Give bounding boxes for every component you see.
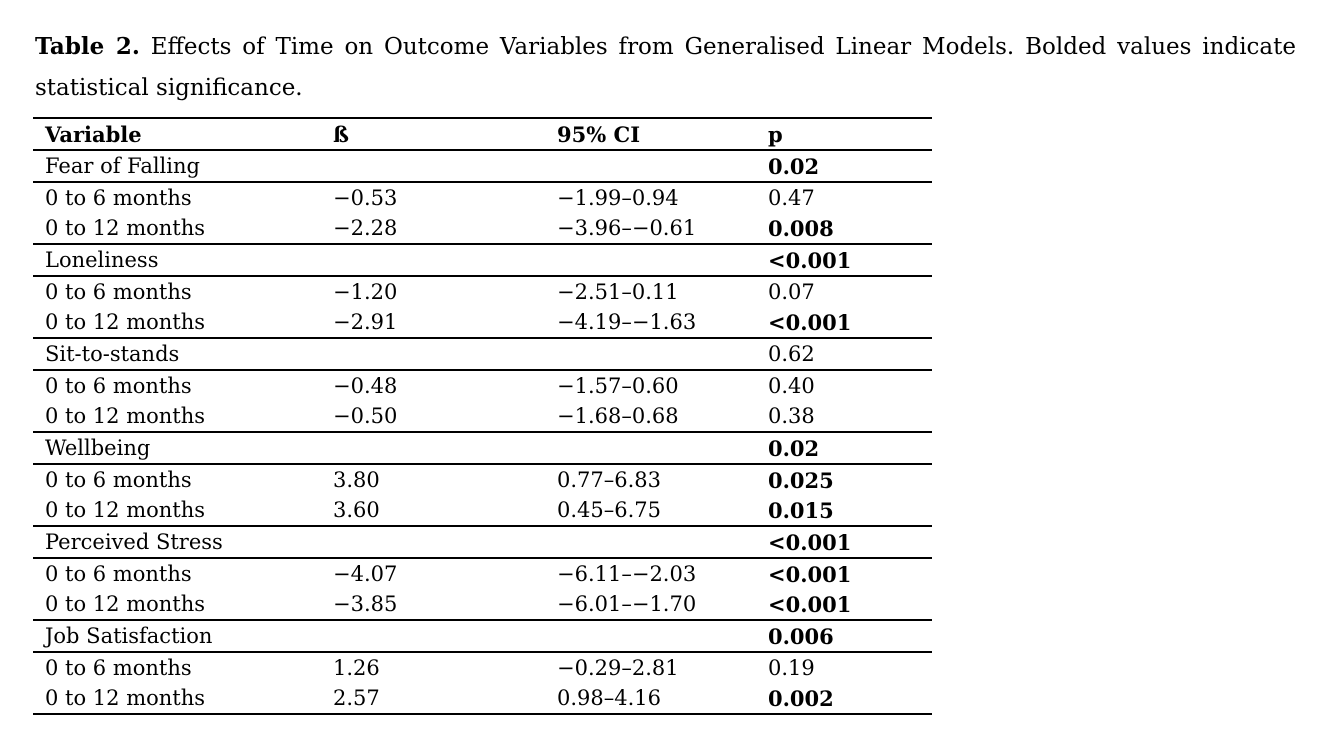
p-value-cell: <0.001 [768,591,852,617]
variable-cell: 0 to 6 months [45,280,192,304]
outcomes-table: Variable ß 95% CI p Fear of Falling 0.02… [33,117,932,715]
beta-cell: −0.50 [333,404,398,428]
p-value-cell: 0.07 [768,280,815,304]
p-value-cell: 0.19 [768,656,815,680]
variable-cell: 0 to 12 months [45,498,206,522]
table-caption-line2: statistical significance. [35,75,303,101]
variable-cell: 0 to 6 months [45,374,192,398]
beta-cell: 1.26 [333,656,380,680]
ci-cell: −4.19–−1.63 [557,310,697,334]
table-row-group: Perceived Stress <0.001 [33,527,932,559]
beta-cell: −3.85 [333,592,398,616]
variable-cell: 0 to 6 months [45,562,192,586]
table-row: 0 to 6 months −1.20 −2.51–0.11 0.07 [33,277,932,307]
ci-cell: 0.98–4.16 [557,686,662,710]
table-row: 0 to 6 months −0.53 −1.99–0.94 0.47 [33,183,932,213]
table-row: 0 to 12 months −2.28 −3.96–−0.61 0.008 [33,213,932,245]
p-value-cell: <0.001 [768,247,852,273]
ci-cell: −6.11–−2.03 [557,562,697,586]
p-value-cell: 0.002 [768,685,834,711]
p-value-cell: 0.015 [768,497,834,523]
variable-cell: 0 to 12 months [45,592,206,616]
ci-cell: 0.45–6.75 [557,498,662,522]
ci-cell: −1.99–0.94 [557,186,679,210]
column-header-ci: 95% CI [557,121,641,147]
table-row-group: Job Satisfaction 0.006 [33,621,932,653]
table-row-group: Wellbeing 0.02 [33,433,932,465]
p-value-cell: 0.40 [768,374,815,398]
table-row-group: Loneliness <0.001 [33,245,932,277]
p-value-cell: 0.02 [768,153,820,179]
table-row: 0 to 12 months 3.60 0.45–6.75 0.015 [33,495,932,527]
ci-cell: −6.01–−1.70 [557,592,697,616]
ci-cell: −3.96–−0.61 [557,216,697,240]
table-row: 0 to 6 months 3.80 0.77–6.83 0.025 [33,465,932,495]
column-header-variable: Variable [45,121,142,147]
p-value-cell: 0.62 [768,342,815,366]
p-value-cell: 0.38 [768,404,815,428]
p-value-cell: 0.47 [768,186,815,210]
table-row: 0 to 6 months −4.07 −6.11–−2.03 <0.001 [33,559,932,589]
variable-cell: Wellbeing [45,436,151,460]
beta-cell: −4.07 [333,562,398,586]
variable-cell: Perceived Stress [45,530,223,554]
table-row: 0 to 6 months −0.48 −1.57–0.60 0.40 [33,371,932,401]
table-caption-text: Effects of Time on Outcome Variables fro… [150,34,1296,60]
variable-cell: 0 to 6 months [45,468,192,492]
table-row: 0 to 12 months −3.85 −6.01–−1.70 <0.001 [33,589,932,621]
beta-cell: −1.20 [333,280,398,304]
beta-cell: 3.60 [333,498,380,522]
variable-cell: 0 to 12 months [45,310,206,334]
table-caption: Table 2. Effects of Time on Outcome Vari… [35,26,1296,109]
table-row: 0 to 6 months 1.26 −0.29–2.81 0.19 [33,653,932,683]
table-row: 0 to 12 months −2.91 −4.19–−1.63 <0.001 [33,307,932,339]
variable-cell: Fear of Falling [45,154,200,178]
ci-cell: −2.51–0.11 [557,280,679,304]
variable-cell: 0 to 12 months [45,404,206,428]
beta-cell: −2.28 [333,216,398,240]
variable-cell: 0 to 12 months [45,216,206,240]
beta-cell: 2.57 [333,686,380,710]
beta-cell: −0.48 [333,374,398,398]
column-header-p: p [768,121,783,147]
variable-cell: 0 to 6 months [45,656,192,680]
p-value-cell: 0.025 [768,467,834,493]
p-value-cell: <0.001 [768,529,852,555]
table-caption-line1: Table 2. Effects of Time on Outcome Vari… [35,26,1296,68]
variable-cell: Job Satisfaction [45,624,213,648]
p-value-cell: 0.02 [768,435,820,461]
table-row-group: Fear of Falling 0.02 [33,151,932,183]
beta-cell: −2.91 [333,310,398,334]
p-value-cell: <0.001 [768,309,852,335]
p-value-cell: 0.006 [768,623,834,649]
p-value-cell: 0.008 [768,215,834,241]
ci-cell: −1.57–0.60 [557,374,679,398]
table-row: 0 to 12 months 2.57 0.98–4.16 0.002 [33,683,932,713]
variable-cell: 0 to 12 months [45,686,206,710]
table-header-row: Variable ß 95% CI p [33,119,932,151]
beta-cell: −0.53 [333,186,398,210]
ci-cell: −0.29–2.81 [557,656,679,680]
table-row: 0 to 12 months −0.50 −1.68–0.68 0.38 [33,401,932,433]
variable-cell: 0 to 6 months [45,186,192,210]
variable-cell: Loneliness [45,248,159,272]
ci-cell: 0.77–6.83 [557,468,662,492]
ci-cell: −1.68–0.68 [557,404,679,428]
beta-cell: 3.80 [333,468,380,492]
column-header-beta: ß [333,121,349,147]
variable-cell: Sit-to-stands [45,342,180,366]
table-row-group: Sit-to-stands 0.62 [33,339,932,371]
p-value-cell: <0.001 [768,561,852,587]
table-caption-label: Table 2. [35,33,140,60]
